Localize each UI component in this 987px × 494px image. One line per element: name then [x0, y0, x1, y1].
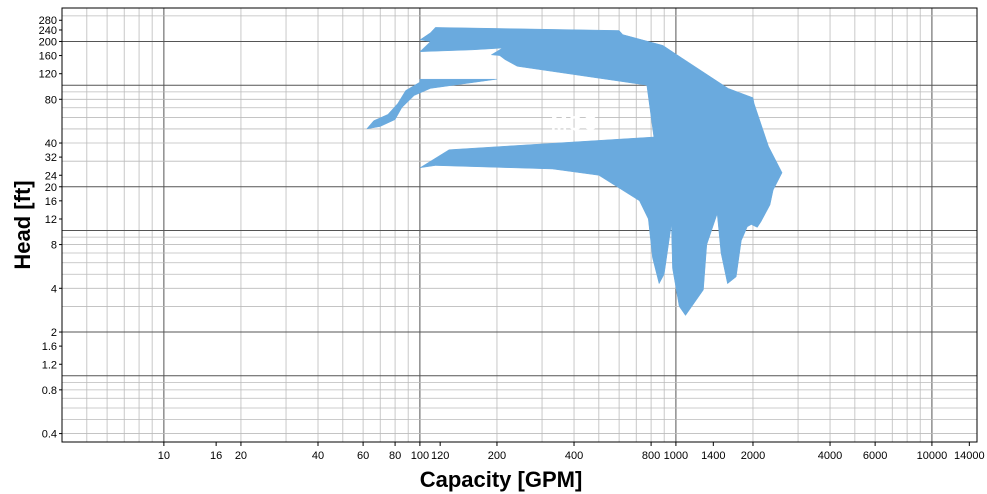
- y-tick-label: 80: [45, 94, 57, 106]
- y-tick-label: 32: [45, 152, 57, 164]
- x-tick-label: 80: [389, 450, 401, 462]
- y-tick-label: 40: [45, 138, 57, 150]
- y-tick-label: 24: [45, 170, 57, 182]
- x-tick-label: 16: [210, 450, 222, 462]
- x-tick-label: 4000: [818, 450, 842, 462]
- y-tick-labels: 0.40.81.21.62481216202432408012016020024…: [39, 15, 62, 441]
- y-axis-title: Head [ft]: [10, 180, 35, 269]
- x-tick-label: 800: [642, 450, 660, 462]
- x-tick-label: 1400: [701, 450, 725, 462]
- x-tick-label: 6000: [863, 450, 887, 462]
- y-tick-label: 0.4: [42, 429, 57, 441]
- series-region-lower-arm: [366, 78, 498, 130]
- x-tick-label: 1000: [664, 450, 688, 462]
- y-tick-label: 8: [51, 240, 57, 252]
- plot-background: [62, 8, 977, 442]
- region-label-mqc: MQC: [551, 113, 598, 135]
- y-tick-label: 2: [51, 327, 57, 339]
- x-axis-title: Capacity [GPM]: [420, 467, 583, 492]
- y-tick-label: 1.6: [42, 341, 57, 353]
- y-tick-label: 0.8: [42, 385, 57, 397]
- x-tick-label: 10000: [917, 450, 948, 462]
- x-tick-label: 20: [235, 450, 247, 462]
- series-region-main: [419, 27, 783, 316]
- x-tick-label: 200: [488, 450, 506, 462]
- x-tick-label: 400: [565, 450, 583, 462]
- y-tick-label: 200: [39, 36, 57, 48]
- x-tick-label: 60: [357, 450, 369, 462]
- y-tick-label: 1.2: [42, 359, 57, 371]
- series-layer: [366, 27, 783, 316]
- y-tick-label: 16: [45, 196, 57, 208]
- x-tick-labels: 10 16 20 40 60 80 100 120 200 400 800 1000 1400 2000 4…: [158, 442, 985, 462]
- y-tick-label: 240: [39, 25, 57, 37]
- plot-frame: [61, 7, 978, 443]
- y-tick-label: 160: [39, 51, 57, 63]
- y-tick-label: 20: [45, 182, 57, 194]
- x-tick-label: 10: [158, 450, 170, 462]
- y-tick-label: 4: [51, 283, 57, 295]
- y-tick-label: 280: [39, 15, 57, 27]
- y-tick-label: 120: [39, 69, 57, 81]
- x-tick-label: 40: [312, 450, 324, 462]
- x-tick-label: 2000: [741, 450, 765, 462]
- x-tick-label: 100: [411, 450, 429, 462]
- y-tick-label: 12: [45, 214, 57, 226]
- region-label-layer: MQC: [551, 113, 598, 135]
- x-tick-label: 120: [431, 450, 449, 462]
- x-tick-label: 14000: [954, 450, 985, 462]
